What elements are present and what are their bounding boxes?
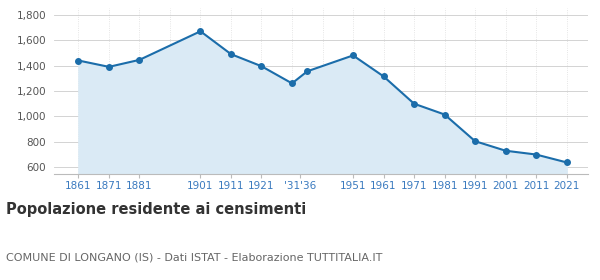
Text: Popolazione residente ai censimenti: Popolazione residente ai censimenti xyxy=(6,202,306,217)
Text: COMUNE DI LONGANO (IS) - Dati ISTAT - Elaborazione TUTTITALIA.IT: COMUNE DI LONGANO (IS) - Dati ISTAT - El… xyxy=(6,252,382,262)
